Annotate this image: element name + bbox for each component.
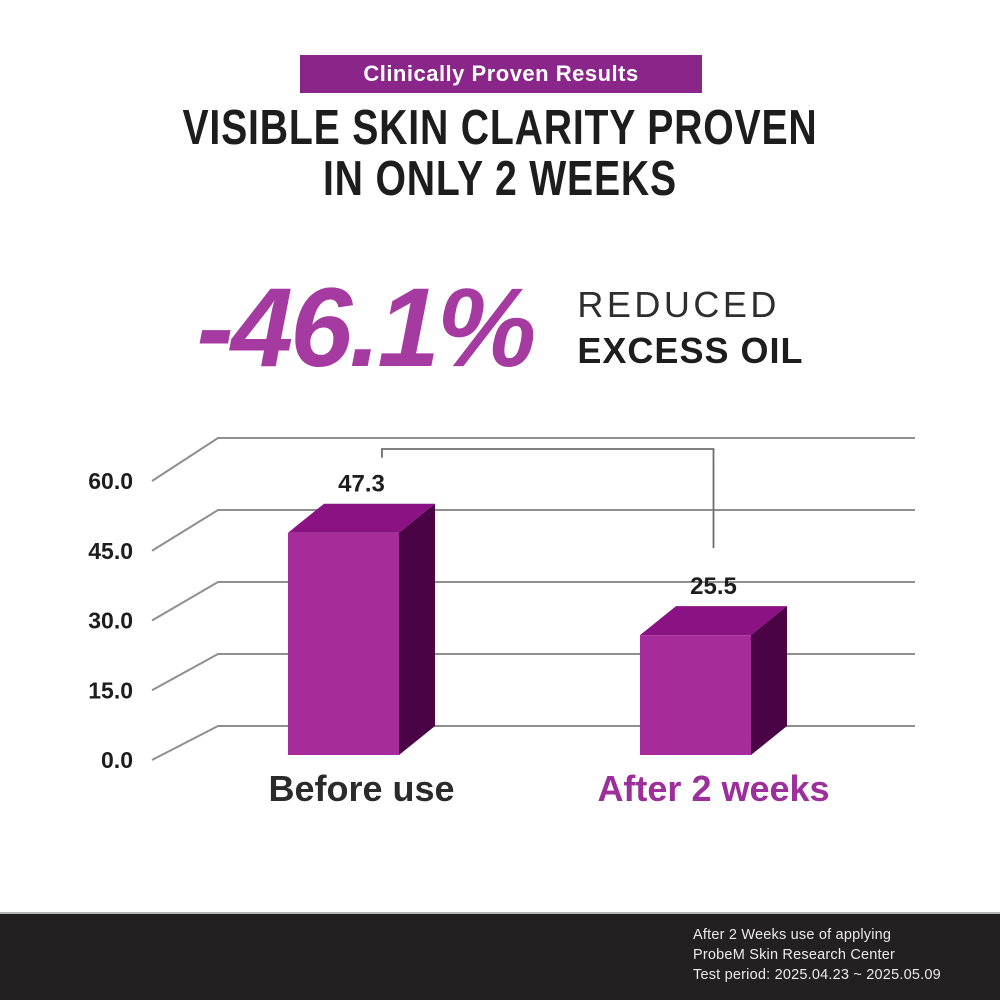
bar-value-label: 47.3 [338,471,385,498]
stat-value: -46.1% [196,265,537,390]
stat-desc-line-1: REDUCED [577,284,780,325]
gridline [151,653,915,692]
bar-front-face [640,635,751,755]
stat-description: REDUCED EXCESS OIL [577,282,803,374]
gridline [151,509,915,552]
badge-label: Clinically Proven Results [363,61,639,86]
gridline [151,437,915,482]
y-tick-label: 15.0 [88,677,133,703]
bar-front-face [288,532,399,755]
footer-line-1: After 2 Weeks use of applying [693,927,892,943]
footer: After 2 Weeks use of applying ProbeM Ski… [0,912,1000,1000]
stat-row: -46.1% REDUCED EXCESS OIL [0,272,1000,384]
badge: Clinically Proven Results [300,55,702,93]
footer-line-2: ProbeM Skin Research Center [693,947,896,963]
y-tick-label: 30.0 [88,608,133,634]
heading-line-2: IN ONLY 2 WEEKS [322,151,677,206]
bar-side-face [751,606,787,755]
footer-text: After 2 Weeks use of applying ProbeM Ski… [693,925,941,985]
bar-side-face [399,503,435,755]
stat-desc-line-2: EXCESS OIL [577,330,804,371]
y-tick-label: 45.0 [88,538,133,564]
page-title: VISIBLE SKIN CLARITY PROVEN IN ONLY 2 WE… [100,103,900,205]
y-tick-label: 0.0 [101,747,133,773]
y-tick-label: 60.0 [88,468,133,494]
bar-top-face [288,503,435,533]
footer-line-3: Test period: 2025.04.23 ~ 2025.05.09 [693,967,941,983]
category-label: Before use [268,768,454,809]
gridline [151,725,915,761]
bar-value-label: 25.5 [690,573,737,600]
category-label: After 2 weeks [597,768,829,809]
bar-top-face [640,606,787,636]
gridline [151,581,915,622]
comparison-bracket [381,448,715,549]
heading-line-1: VISIBLE SKIN CLARITY PROVEN [182,101,818,155]
